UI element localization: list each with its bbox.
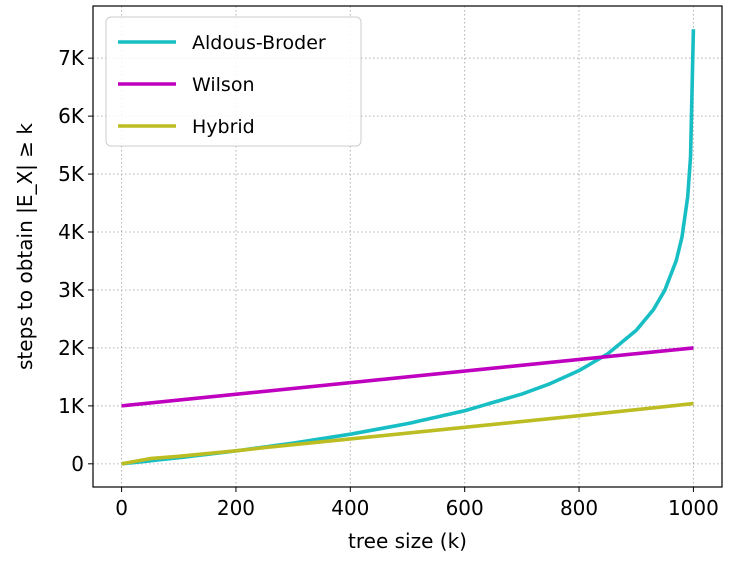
legend-label: Aldous-Broder bbox=[192, 32, 326, 54]
y-tick-label: 1K bbox=[58, 394, 85, 418]
x-tick-label: 0 bbox=[115, 496, 128, 520]
x-tick-label: 1000 bbox=[668, 496, 719, 520]
y-axis-label: steps to obtain |E_X| ≥ k bbox=[13, 123, 37, 370]
y-tick-label: 7K bbox=[58, 46, 85, 70]
legend: Aldous-Broder Wilson Hybrid bbox=[105, 16, 362, 147]
legend-frame bbox=[105, 16, 362, 147]
y-tick-label: 2K bbox=[58, 336, 85, 360]
x-axis-label: tree size (k) bbox=[348, 529, 467, 553]
y-tick-label: 4K bbox=[58, 220, 85, 244]
legend-label: Wilson bbox=[192, 74, 255, 96]
plot-frame bbox=[92, 5, 723, 488]
x-tick-label: 800 bbox=[560, 496, 598, 520]
y-tick-label: 3K bbox=[58, 278, 85, 302]
x-tick-label: 600 bbox=[446, 496, 484, 520]
series-layer bbox=[121, 29, 696, 466]
x-tick-label: 400 bbox=[331, 496, 369, 520]
tick-layer: 0 200 400 600 800 1000 0 1K 2K 3K 4K 5K 6K 7K bbox=[58, 46, 719, 520]
legend-label: Hybrid bbox=[192, 116, 255, 138]
series-line-wilson bbox=[121, 346, 694, 408]
y-tick-label: 0 bbox=[71, 452, 84, 476]
x-tick-label: 200 bbox=[217, 496, 255, 520]
y-tick-label: 5K bbox=[58, 162, 85, 186]
series-line-hybrid bbox=[121, 401, 694, 466]
y-tick-label: 6K bbox=[58, 104, 85, 128]
